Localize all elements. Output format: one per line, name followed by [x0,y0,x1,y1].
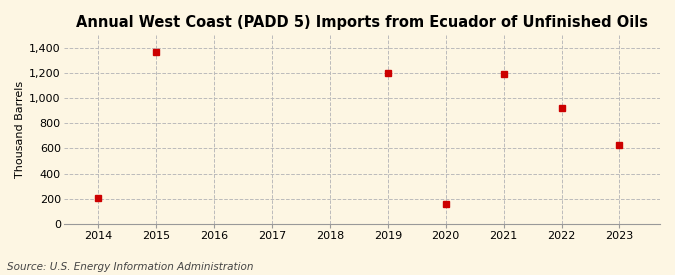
Y-axis label: Thousand Barrels: Thousand Barrels [15,81,25,178]
Text: Source: U.S. Energy Information Administration: Source: U.S. Energy Information Administ… [7,262,253,272]
Title: Annual West Coast (PADD 5) Imports from Ecuador of Unfinished Oils: Annual West Coast (PADD 5) Imports from … [76,15,648,30]
